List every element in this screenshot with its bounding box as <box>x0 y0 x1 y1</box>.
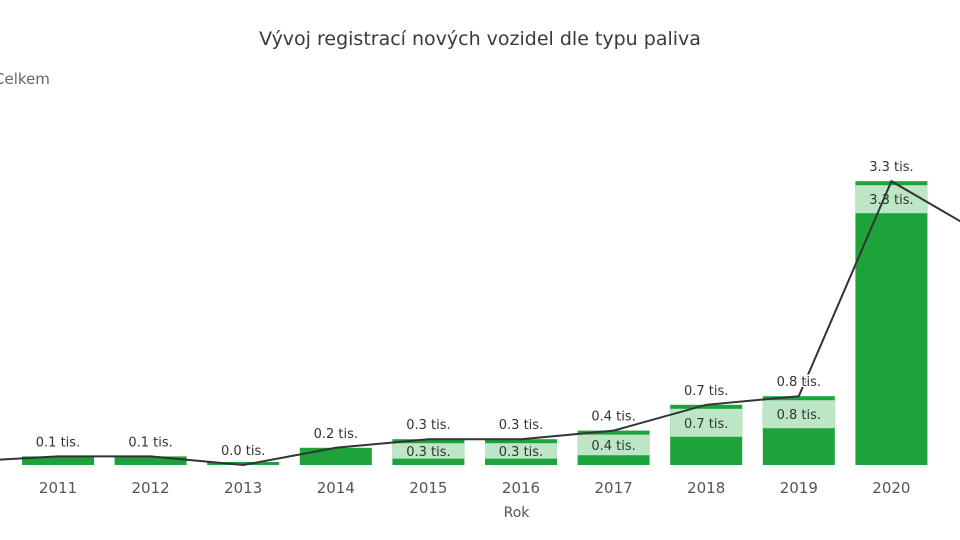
legend[interactable]: Celkem <box>0 70 50 88</box>
bar-segment-2018 <box>670 408 743 437</box>
bar-2012 <box>114 456 187 465</box>
total-label-2019: 0.8 tis. <box>777 375 821 390</box>
chart-title: Vývoj registrací nových vozidel dle typu… <box>259 28 701 50</box>
bar-2011 <box>22 456 94 465</box>
total-label-2013: 0.0 tis. <box>221 444 265 459</box>
x-axis-title: Rok <box>503 505 530 521</box>
bar-segment-2017 <box>577 434 650 456</box>
x-tick-2018: 2018 <box>687 479 725 497</box>
total-label-2017: 0.4 tis. <box>591 410 635 425</box>
total-label-2020: 3.3 tis. <box>869 160 913 175</box>
bar-2014 <box>299 447 372 465</box>
bar-2020 <box>855 181 928 465</box>
bar-segment-2015 <box>392 443 465 459</box>
total-label-2015: 0.3 tis. <box>406 418 450 433</box>
bar-label-2020: 3.3 tis. <box>869 193 913 208</box>
x-tick-2011: 2011 <box>39 479 77 497</box>
legend-label-celkem: Celkem <box>0 70 50 88</box>
total-label-2016: 0.3 tis. <box>499 418 543 433</box>
total-label-2014: 0.2 tis. <box>314 427 358 442</box>
bar-label-2018: 0.7 tis. <box>684 417 728 432</box>
bar-2013 <box>207 462 280 465</box>
x-tick-2013: 2013 <box>224 479 262 497</box>
x-tick-2014: 2014 <box>317 479 355 497</box>
x-tick-2015: 2015 <box>409 479 447 497</box>
x-tick-2012: 2012 <box>132 479 170 497</box>
total-label-2011: 0.1 tis. <box>36 435 80 450</box>
bar-label-2016: 0.3 tis. <box>499 445 543 460</box>
total-label-2012: 0.1 tis. <box>128 435 172 450</box>
line-celkem <box>0 179 960 467</box>
x-tick-2017: 2017 <box>595 479 633 497</box>
bar-label-2017: 0.4 tis. <box>591 439 635 454</box>
bar-segment-2020 <box>855 185 928 214</box>
x-tick-2016: 2016 <box>502 479 540 497</box>
x-tick-2019: 2019 <box>780 479 818 497</box>
bar-segment-2016 <box>485 443 557 459</box>
bar-segment-2019 <box>762 400 835 429</box>
bar-label-2015: 0.3 tis. <box>406 445 450 460</box>
total-label-2018: 0.7 tis. <box>684 384 728 399</box>
bar-label-2019: 0.8 tis. <box>777 408 821 423</box>
x-tick-2020: 2020 <box>872 479 910 497</box>
